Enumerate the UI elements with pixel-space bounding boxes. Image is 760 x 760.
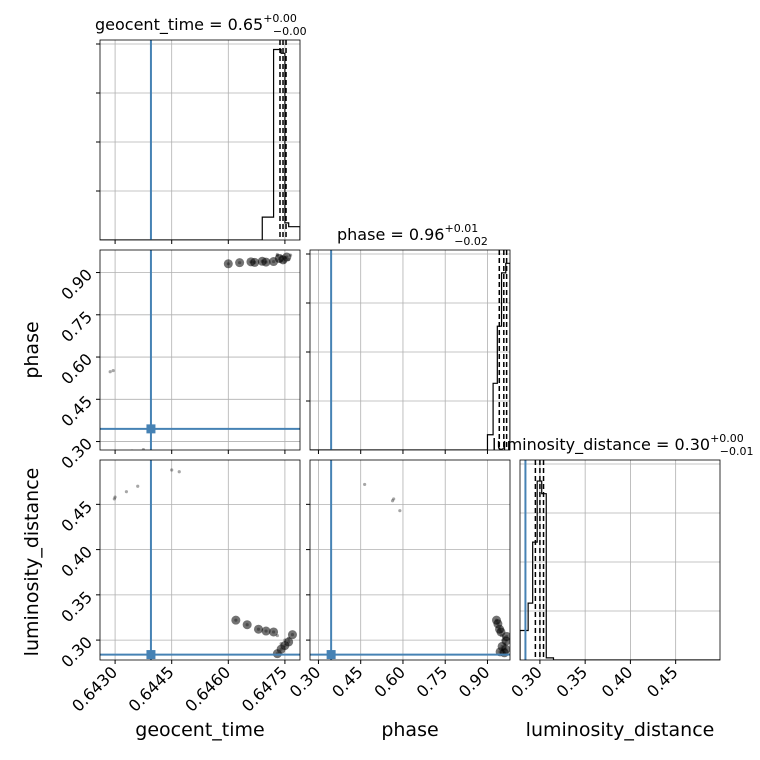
y-tick-label-phase: 0.30 [57, 434, 96, 473]
density-blob [261, 257, 271, 267]
sample-point [392, 497, 396, 501]
title-luminosity_distance: luminosity_distance = 0.30+0.00 −0.01 [492, 432, 754, 458]
density-blob [284, 637, 294, 647]
hist-panel-phase: phase = 0.96+0.01 −0.02 [306, 222, 511, 454]
y-tick-label-phase: 0.45 [57, 392, 96, 431]
x-tick-label-phase: 0.75 [413, 663, 452, 702]
y-tick-label-phase: 0.90 [57, 265, 96, 304]
x-tick-label-phase: 0.30 [286, 663, 325, 702]
title-plus: +0.00 [710, 432, 744, 445]
axes-frame [99, 39, 301, 241]
sample-point [141, 447, 145, 450]
x-tick-label-phase: 0.90 [455, 663, 494, 702]
hist-step-phase [310, 262, 510, 450]
sample-point [108, 370, 112, 374]
x-tick-label-geocent_time: 0.6460 [181, 663, 234, 716]
sample-point [136, 484, 140, 488]
truth-marker [146, 424, 156, 434]
sample-point [177, 470, 181, 474]
title-minus: −0.02 [454, 235, 488, 248]
sample-point [111, 368, 115, 373]
title-minus: −0.00 [273, 25, 307, 38]
x-tick-label-phase: 0.60 [370, 663, 409, 702]
sample-point [398, 509, 402, 513]
scatter-panel-phase-luminosity_distance: 0.30 0.45 0.60 0.75 0.90 [286, 459, 511, 702]
scatter-plot-area [100, 460, 300, 660]
truth-marker [146, 650, 156, 660]
hist-step-geocent_time [100, 48, 300, 240]
axes-frame [99, 249, 301, 451]
scatter-panel-geocent_time-phase: 0.300.450.60 0.750.90 [57, 249, 301, 473]
x-tick-label-phase: 0.45 [328, 663, 367, 702]
axes-frame [519, 459, 721, 661]
title-plus: +0.00 [263, 12, 297, 25]
sample-point [363, 482, 367, 487]
axes-frame [99, 459, 301, 661]
density-blob [235, 258, 245, 268]
x-axis-label-phase: phase [381, 719, 438, 741]
sample-point [170, 468, 174, 472]
title-plus: +0.01 [444, 222, 478, 235]
title-main: geocent_time = 0.65 [95, 15, 263, 35]
density-blob [502, 631, 510, 641]
density-blob [274, 253, 284, 263]
x-tick-label-luminosity_distance: 0.35 [553, 663, 592, 702]
density-blob [269, 627, 279, 637]
y-tick-label-phase: 0.75 [57, 307, 96, 346]
title-geocent_time: geocent_time = 0.65+0.00 −0.00 [95, 12, 307, 38]
density-blob [250, 257, 260, 267]
title-minus: −0.01 [720, 445, 754, 458]
x-axis-label-luminosity_distance: luminosity_distance [526, 719, 715, 741]
x-axis-label-geocent_time: geocent_time [135, 719, 264, 741]
axes-frame [309, 249, 511, 451]
x-tick-label-luminosity_distance: 0.40 [598, 663, 637, 702]
y-axis-label-luminosity_distance: luminosity_distance [21, 468, 43, 657]
y-tick-label-phase: 0.60 [57, 350, 96, 389]
hist-step-luminosity_distance [520, 480, 720, 660]
y-axis-label-phase: phase [21, 321, 43, 378]
density-blob [261, 626, 271, 636]
x-tick-label-luminosity_distance: 0.30 [507, 663, 546, 702]
title-main: phase = 0.96 [337, 225, 444, 244]
y-tick-label-luminosity_distance: 0.40 [57, 542, 96, 581]
density-blob [491, 615, 501, 625]
scatter-plot-area [310, 460, 510, 660]
hist-plot-area [100, 40, 300, 240]
hist-plot-area [310, 250, 510, 450]
title-phase: phase = 0.96+0.01 −0.02 [337, 222, 488, 248]
density-blob [282, 252, 292, 262]
hist-plot-area [520, 460, 720, 660]
x-tick-label-geocent_time: 0.6430 [68, 663, 121, 716]
sample-point [112, 497, 116, 501]
density-blob [253, 624, 263, 634]
truth-marker [326, 650, 336, 660]
y-tick-label-luminosity_distance: 0.30 [57, 633, 96, 672]
hist-panel-geocent_time: geocent_time = 0.65+0.00 −0.00 [95, 12, 307, 244]
y-tick-label-luminosity_distance: 0.35 [57, 587, 96, 626]
x-tick-label-geocent_time: 0.6475 [238, 663, 291, 716]
hist-panel-luminosity_distance: 0.30 0.35 0.40 0.45 luminosity_distance = 0.… [492, 432, 754, 701]
density-blob [242, 620, 252, 630]
y-tick-label-luminosity_distance: 0.45 [57, 497, 96, 536]
x-tick-label-luminosity_distance: 0.45 [643, 663, 682, 702]
scatter-panel-geocent_time-luminosity_distance: 0.6430 0.6445 0.6460 0.6475 0.30 0.35 0.40 0.45 [57, 459, 301, 716]
x-tick-label-geocent_time: 0.6445 [125, 663, 178, 716]
title-main: luminosity_distance = 0.30 [492, 435, 710, 455]
density-blob [287, 630, 297, 640]
sample-point [113, 495, 117, 499]
density-blob [231, 615, 241, 625]
sample-point [390, 499, 395, 503]
scatter-plot-area [100, 250, 300, 450]
sample-point [124, 490, 129, 494]
density-blob [223, 259, 233, 269]
axes-frame [309, 459, 511, 661]
